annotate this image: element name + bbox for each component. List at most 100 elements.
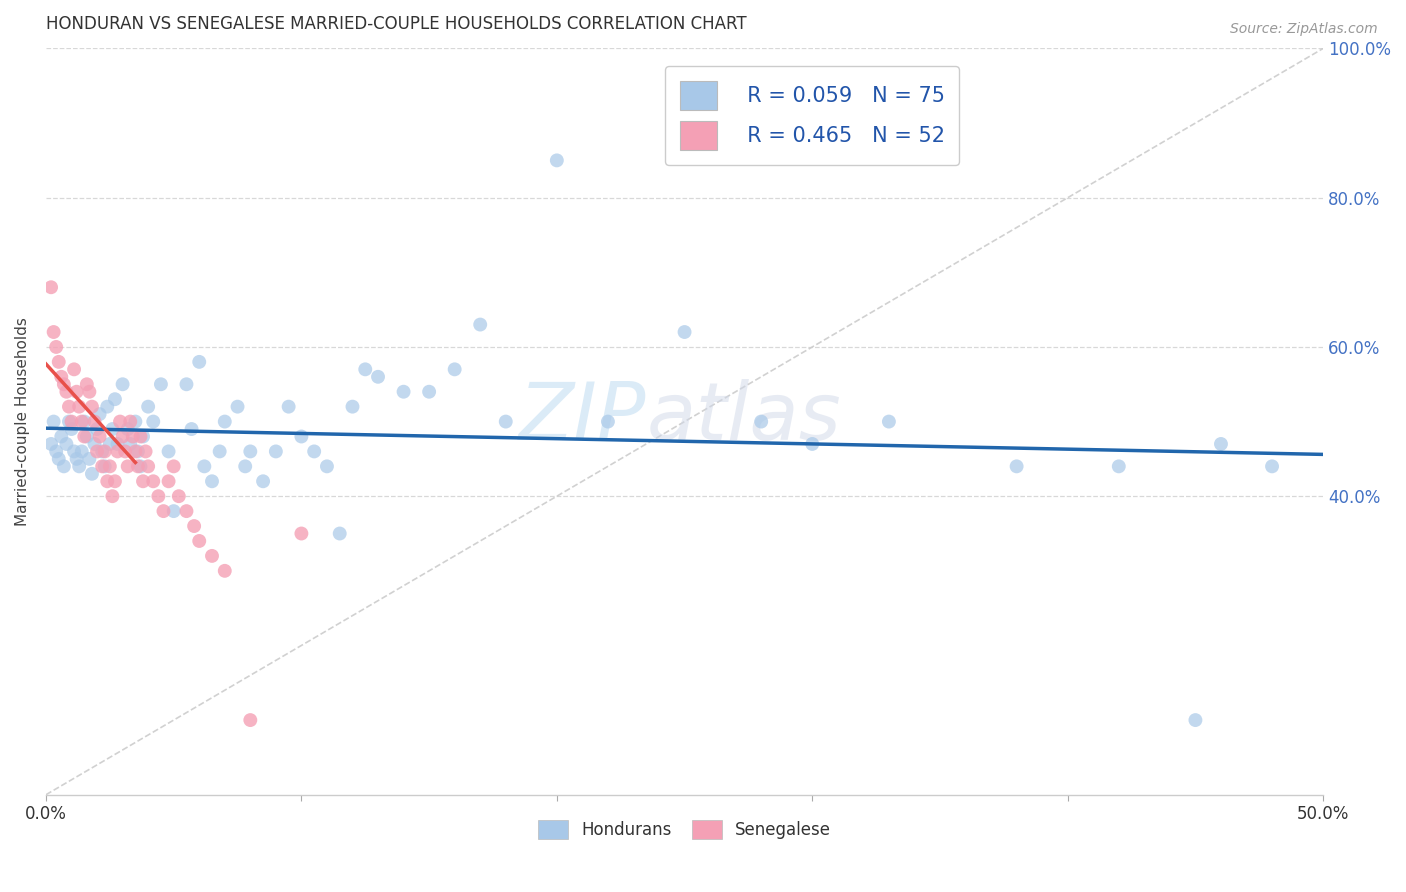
Point	[48, 451, 70, 466]
Point	[142, 475, 165, 489]
Point	[101, 489, 124, 503]
Point	[239, 713, 262, 727]
Point	[76, 429, 98, 443]
Point	[148, 489, 170, 503]
Point	[214, 415, 236, 429]
Point	[176, 504, 198, 518]
Point	[546, 153, 568, 168]
Point	[42, 415, 65, 429]
Point	[208, 444, 231, 458]
Point	[60, 415, 83, 429]
Point	[120, 437, 142, 451]
Point	[367, 369, 389, 384]
Point	[96, 400, 118, 414]
Point	[176, 377, 198, 392]
Point	[214, 564, 236, 578]
Point	[39, 280, 62, 294]
Point	[42, 325, 65, 339]
Point	[193, 459, 215, 474]
Point	[470, 318, 492, 332]
Point	[136, 400, 159, 414]
Point	[277, 400, 299, 414]
Point	[63, 444, 86, 458]
Point	[167, 489, 190, 503]
Text: atlas: atlas	[647, 379, 841, 457]
Point	[129, 429, 152, 443]
Point	[104, 392, 127, 407]
Point	[45, 340, 67, 354]
Point	[58, 400, 80, 414]
Point	[98, 437, 121, 451]
Point	[226, 400, 249, 414]
Point	[91, 444, 114, 458]
Point	[83, 415, 105, 429]
Point	[132, 429, 155, 443]
Point	[392, 384, 415, 399]
Point	[101, 422, 124, 436]
Point	[142, 415, 165, 429]
Point	[111, 377, 134, 392]
Point	[121, 429, 143, 443]
Point	[239, 444, 262, 458]
Point	[136, 459, 159, 474]
Point	[60, 422, 83, 436]
Point	[52, 459, 75, 474]
Point	[290, 429, 312, 443]
Point	[157, 444, 180, 458]
Point	[201, 549, 224, 563]
Point	[79, 384, 101, 399]
Point	[93, 444, 115, 458]
Point	[877, 415, 900, 429]
Point	[1184, 713, 1206, 727]
Point	[157, 475, 180, 489]
Point	[132, 475, 155, 489]
Point	[80, 400, 103, 414]
Point	[52, 377, 75, 392]
Point	[98, 459, 121, 474]
Point	[1261, 459, 1284, 474]
Point	[70, 444, 93, 458]
Point	[443, 362, 465, 376]
Point	[48, 355, 70, 369]
Point	[316, 459, 339, 474]
Point	[67, 459, 90, 474]
Point	[86, 422, 108, 436]
Point	[55, 437, 77, 451]
Point	[183, 519, 205, 533]
Point	[596, 415, 619, 429]
Point	[120, 415, 142, 429]
Point	[201, 475, 224, 489]
Point	[58, 415, 80, 429]
Point	[129, 459, 152, 474]
Point	[252, 475, 274, 489]
Point	[51, 429, 73, 443]
Point	[418, 384, 440, 399]
Point	[233, 459, 256, 474]
Point	[79, 451, 101, 466]
Point	[152, 504, 174, 518]
Point	[96, 475, 118, 489]
Point	[73, 415, 96, 429]
Point	[86, 444, 108, 458]
Point	[83, 437, 105, 451]
Text: HONDURAN VS SENEGALESE MARRIED-COUPLE HOUSEHOLDS CORRELATION CHART: HONDURAN VS SENEGALESE MARRIED-COUPLE HO…	[46, 15, 747, 33]
Point	[107, 437, 129, 451]
Point	[73, 429, 96, 443]
Point	[65, 451, 87, 466]
Point	[39, 437, 62, 451]
Point	[1108, 459, 1130, 474]
Point	[749, 415, 772, 429]
Legend: Hondurans, Senegalese: Hondurans, Senegalese	[531, 814, 838, 847]
Point	[63, 362, 86, 376]
Point	[93, 459, 115, 474]
Point	[135, 444, 157, 458]
Point	[290, 526, 312, 541]
Point	[495, 415, 517, 429]
Point	[188, 355, 211, 369]
Point	[188, 533, 211, 548]
Point	[55, 384, 77, 399]
Point	[114, 444, 136, 458]
Point	[45, 444, 67, 458]
Point	[673, 325, 696, 339]
Point	[65, 384, 87, 399]
